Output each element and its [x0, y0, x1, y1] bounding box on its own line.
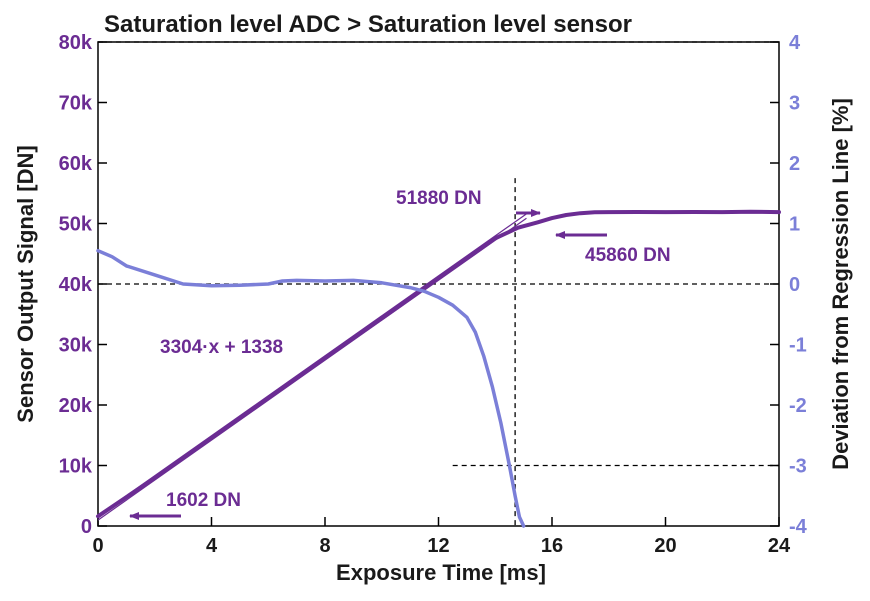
- right-axis-label: Deviation from Regression Line [%]: [828, 98, 853, 470]
- annotation-1602: 1602 DN: [166, 490, 241, 511]
- annotations: 51880 DN 45860 DN 3304·x + 1338 1602 DN: [129, 188, 671, 520]
- left-tick-label: 50k: [59, 214, 93, 236]
- right-tick-label: 3: [789, 93, 800, 115]
- right-tick-label: -1: [789, 335, 807, 357]
- annotation-51880: 51880 DN: [396, 188, 482, 209]
- right-tick-label: 2: [789, 153, 800, 175]
- left-tick-label: 30k: [59, 335, 93, 357]
- guide-lines: [98, 41, 779, 526]
- x-tick-label: 4: [206, 535, 218, 557]
- right-tick-label: -2: [789, 395, 807, 417]
- annotation-45860: 45860 DN: [585, 245, 671, 266]
- x-axis-ticks: 0 4 8 12 16 20 24: [92, 517, 791, 557]
- right-tick-label: -4: [789, 516, 808, 538]
- left-tick-label: 40k: [59, 274, 93, 296]
- x-tick-label: 16: [541, 535, 563, 557]
- right-tick-label: 1: [789, 214, 800, 236]
- deviation-line: [96, 248, 526, 528]
- left-axis-label: Sensor Output Signal [DN]: [13, 145, 38, 422]
- x-tick-label: 24: [768, 535, 791, 557]
- regression-equation: 3304·x + 1338: [160, 337, 283, 358]
- right-axis-ticks: -4 -3 -2 -1 0 1 2 3 4: [770, 32, 808, 538]
- chart-title: Saturation level ADC > Saturation level …: [104, 11, 632, 38]
- left-tick-label: 60k: [59, 153, 93, 175]
- x-axis-label: Exposure Time [ms]: [336, 560, 546, 585]
- right-tick-label: 0: [789, 274, 800, 296]
- left-tick-label: 80k: [59, 32, 93, 54]
- left-tick-label: 20k: [59, 395, 93, 417]
- left-axis-ticks: 0 10k 20k 30k 40k 50k 60k 70k 80k: [59, 32, 107, 538]
- left-tick-label: 10k: [59, 456, 93, 478]
- sensor-output-line: [96, 209, 781, 519]
- x-tick-label: 0: [92, 535, 103, 557]
- x-tick-label: 20: [654, 535, 676, 557]
- right-tick-label: -3: [789, 456, 807, 478]
- x-tick-label: 12: [427, 535, 449, 557]
- right-tick-label: 4: [789, 32, 801, 54]
- data-series: [96, 209, 781, 528]
- left-tick-label: 0: [81, 516, 92, 538]
- left-tick-label: 70k: [59, 93, 93, 115]
- x-tick-label: 8: [319, 535, 330, 557]
